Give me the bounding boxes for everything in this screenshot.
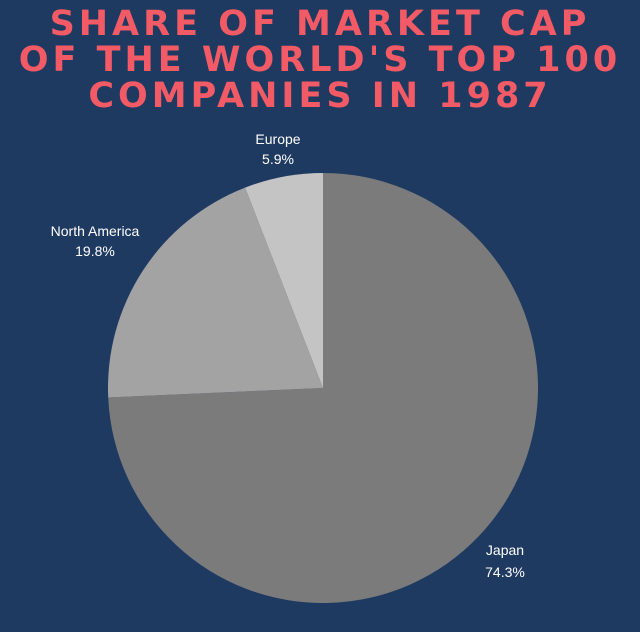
chart-title-line-3: COMPANIES IN 1987 — [88, 76, 552, 116]
pie-slice-europe — [245, 173, 323, 388]
chart-title: SHARE OF MARKET CAP OF THE WORLD'S TOP 1… — [0, 6, 640, 114]
pie-slice-north-america — [108, 187, 323, 398]
pie-slice-japan — [108, 172, 539, 603]
slice-value-japan: 74.3% — [485, 564, 525, 580]
slice-label-europe: Europe — [255, 131, 300, 147]
slice-value-europe: 5.9% — [262, 151, 294, 167]
slice-value-north-america: 19.8% — [75, 243, 115, 259]
chart-title-line-2: OF THE WORLD'S TOP 100 — [18, 40, 622, 80]
slice-label-japan: Japan — [486, 542, 524, 558]
chart-title-line-1: SHARE OF MARKET CAP — [49, 4, 591, 44]
slice-label-north-america: North America — [51, 223, 140, 239]
